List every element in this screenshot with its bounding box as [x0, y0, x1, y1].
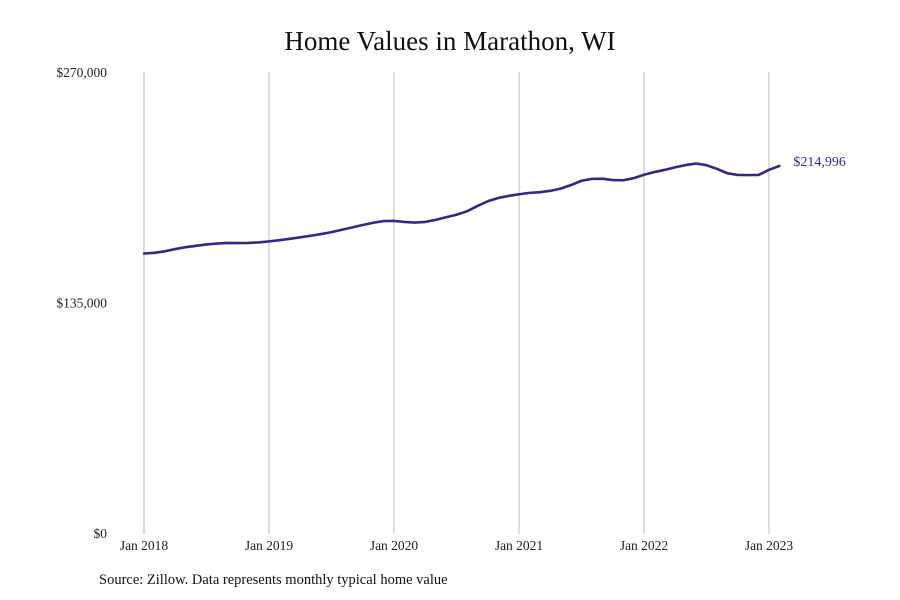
y-tick-label: $0: [94, 526, 108, 541]
label-layer: $214,996: [793, 155, 846, 170]
y-axis-ticks: $0 $135,000 $270,000: [56, 65, 107, 541]
x-tick-label: Jan 2021: [495, 538, 543, 553]
x-tick-label: Jan 2022: [620, 538, 668, 553]
x-axis-ticks: Jan 2018 Jan 2019 Jan 2020 Jan 2021 Jan 2022…: [120, 538, 794, 553]
x-tick-label: Jan 2019: [245, 538, 294, 553]
x-tick-label: Jan 2020: [370, 538, 419, 553]
y-tick-label: $135,000: [56, 296, 107, 311]
chart-title: Home Values in Marathon, WI: [284, 26, 616, 56]
series-layer: [142, 162, 781, 255]
source-note: Source: Zillow. Data represents monthly …: [99, 572, 448, 588]
x-tick-label: Jan 2018: [120, 538, 169, 553]
end-value-label: $214,996: [793, 155, 846, 170]
x-tick-label: Jan 2023: [745, 538, 794, 553]
series-line-home-value: [142, 162, 781, 255]
grid-lines: [143, 72, 770, 534]
y-tick-label: $270,000: [56, 65, 107, 80]
